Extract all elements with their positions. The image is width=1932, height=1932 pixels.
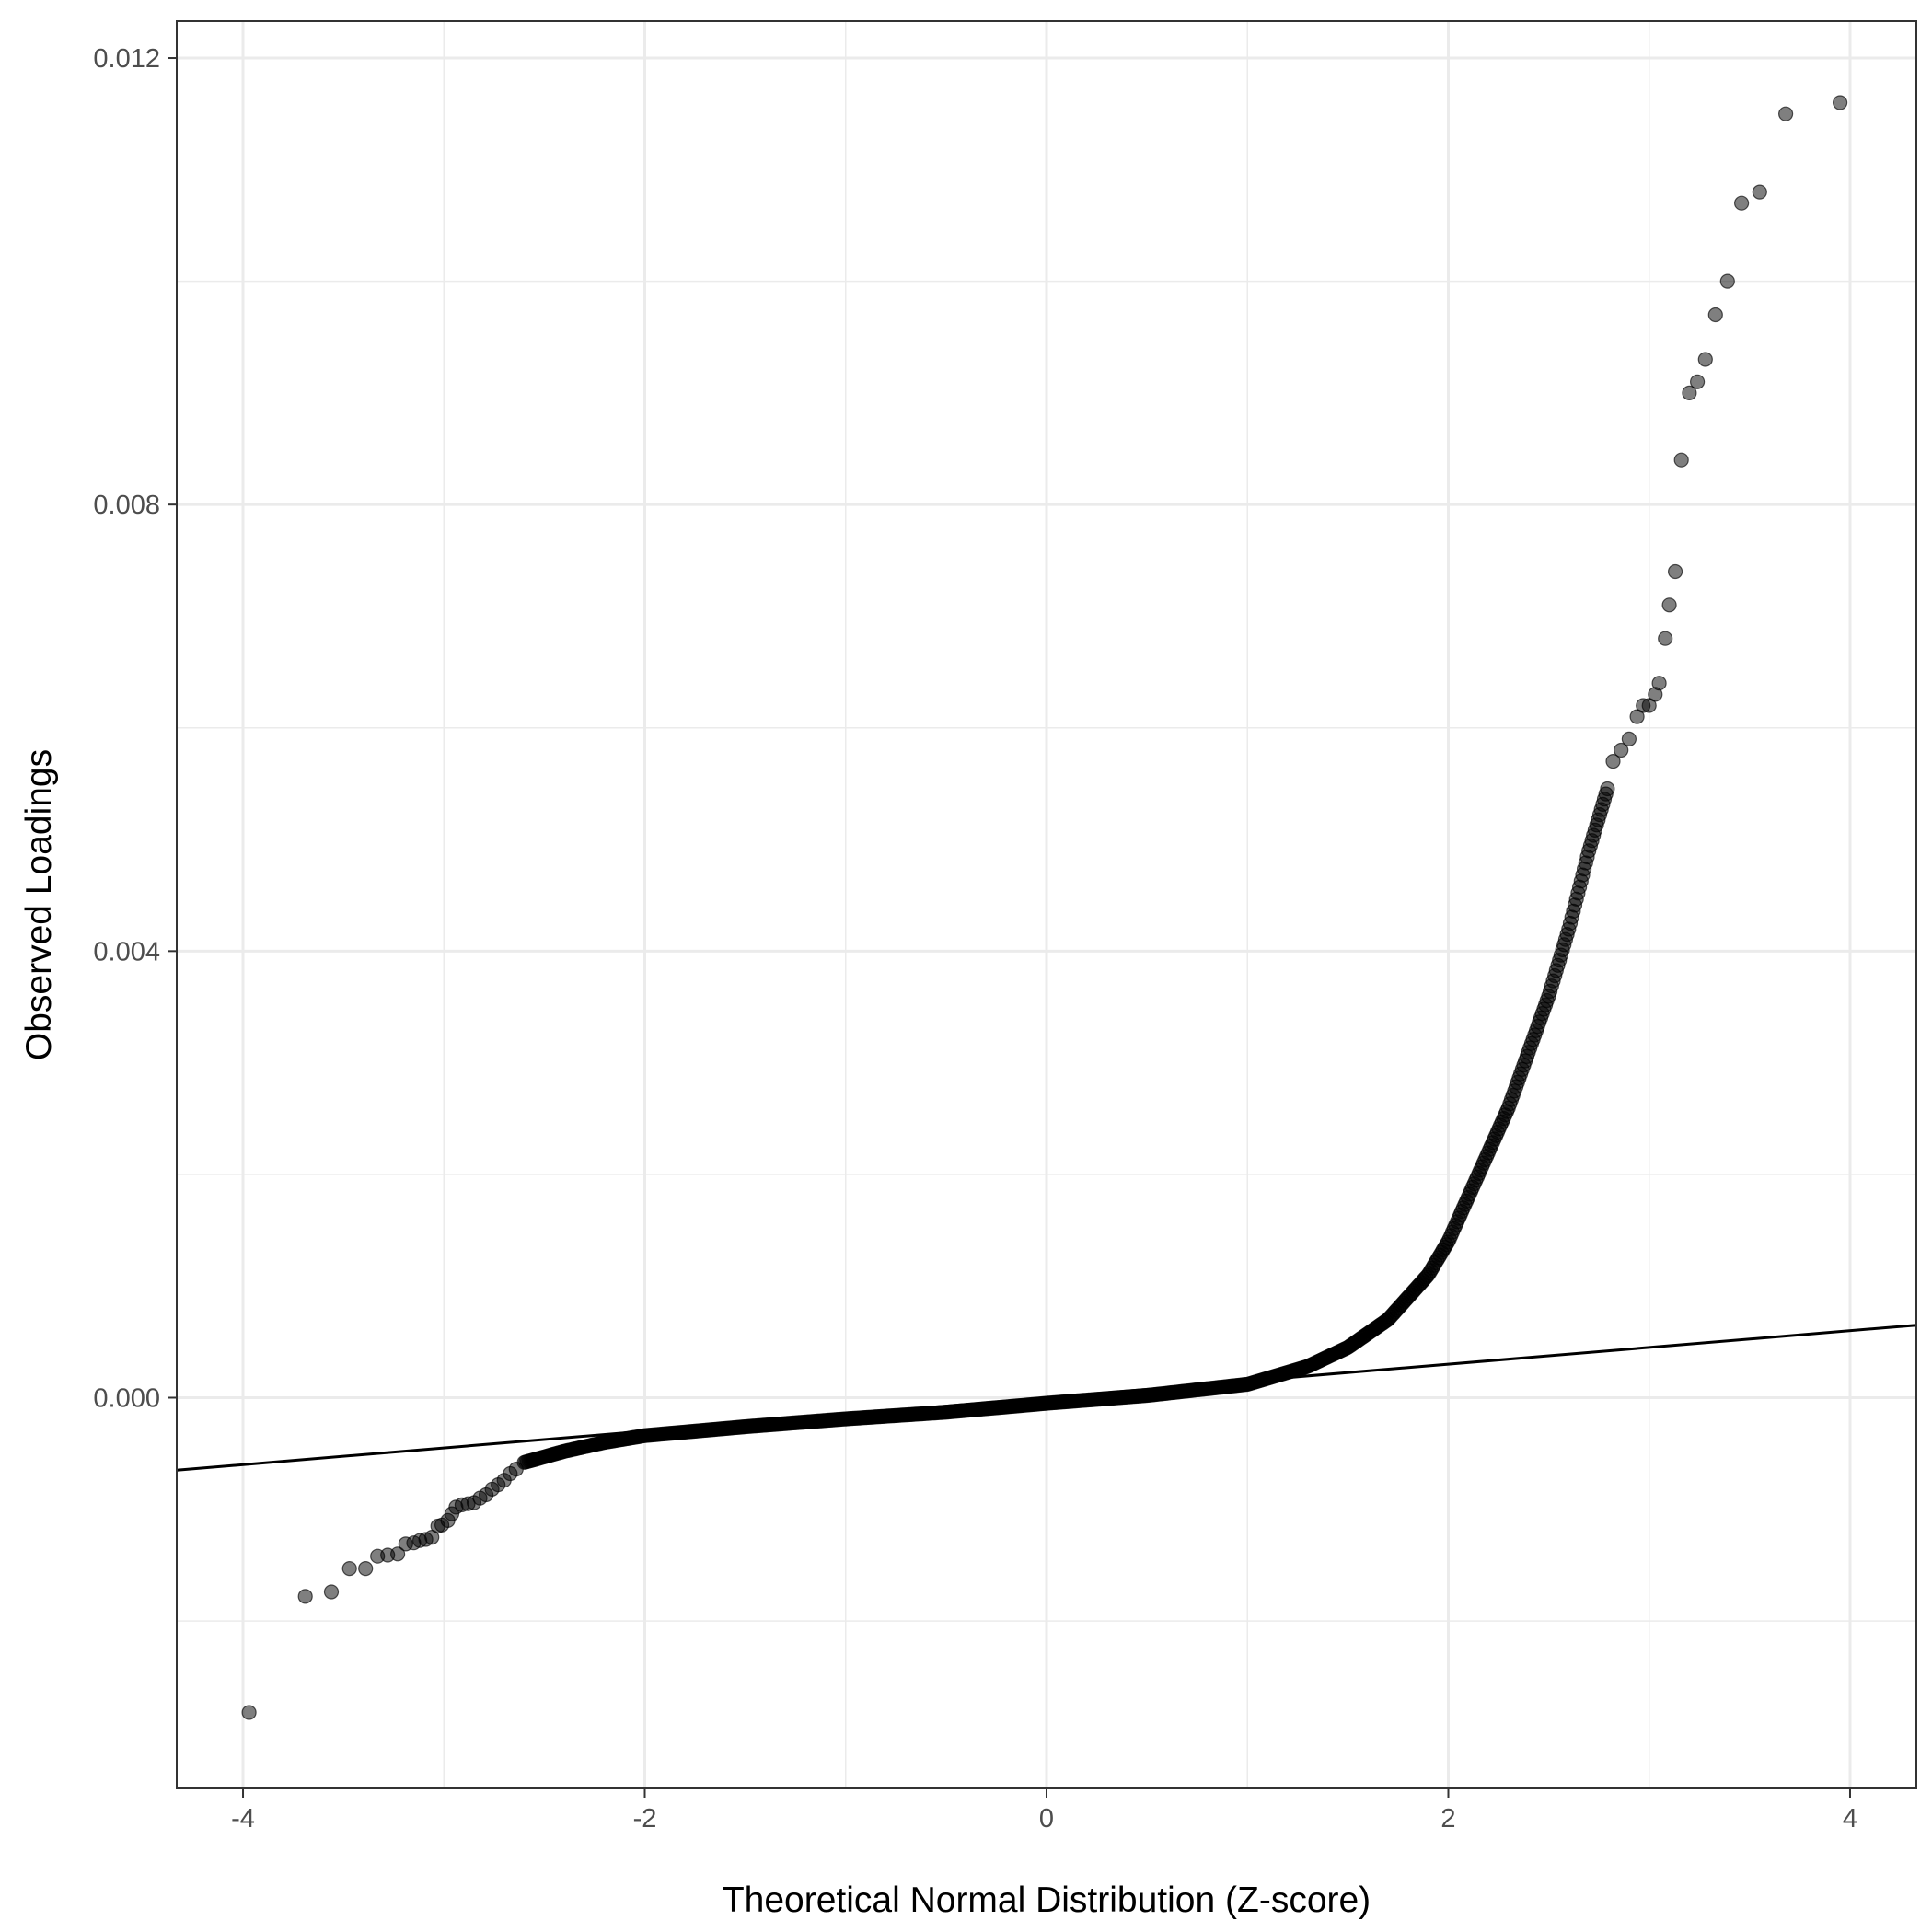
data-point — [1777, 106, 1794, 121]
x-tick-label: -4 — [231, 1804, 255, 1834]
data-point — [1605, 753, 1621, 769]
data-point — [1697, 352, 1713, 367]
x-axis-title: Theoretical Normal Distribution (Z-score… — [723, 1880, 1371, 1920]
y-axis-title: Observed Loadings — [19, 749, 59, 1060]
data-point — [1661, 597, 1677, 613]
points-layer — [241, 95, 1848, 1720]
x-tick-label: 4 — [1843, 1804, 1857, 1834]
data-point — [1832, 95, 1848, 110]
y-tick-label: 0.012 — [93, 44, 160, 74]
y-tick-label: 0.004 — [93, 937, 160, 966]
x-tick-label: -2 — [633, 1804, 657, 1834]
data-point — [358, 1560, 374, 1577]
data-point — [1707, 307, 1723, 323]
data-point — [508, 1461, 524, 1477]
data-point — [241, 1705, 257, 1720]
data-point — [1689, 374, 1706, 389]
data-point — [1673, 452, 1689, 468]
data-point — [323, 1584, 340, 1600]
data-point — [1733, 195, 1750, 211]
data-point — [1658, 631, 1673, 646]
x-tick-label: 0 — [1039, 1804, 1054, 1834]
axis-layer: -4 -2 0 2 4 0.000 0.004 0.008 0.012 — [93, 44, 1857, 1834]
data-point — [1719, 273, 1735, 289]
x-tick-label: 2 — [1440, 1804, 1455, 1834]
data-point — [1614, 742, 1629, 758]
y-tick-label: 0.000 — [93, 1383, 160, 1413]
y-tick-label: 0.008 — [93, 491, 160, 520]
data-point — [1667, 563, 1683, 580]
data-point — [1752, 184, 1767, 200]
data-point — [341, 1560, 357, 1577]
data-point — [390, 1546, 406, 1562]
data-point — [1621, 731, 1637, 747]
data-point — [1651, 676, 1667, 691]
data-point — [297, 1589, 313, 1604]
data-point — [1600, 781, 1615, 797]
data-point — [1682, 385, 1697, 400]
